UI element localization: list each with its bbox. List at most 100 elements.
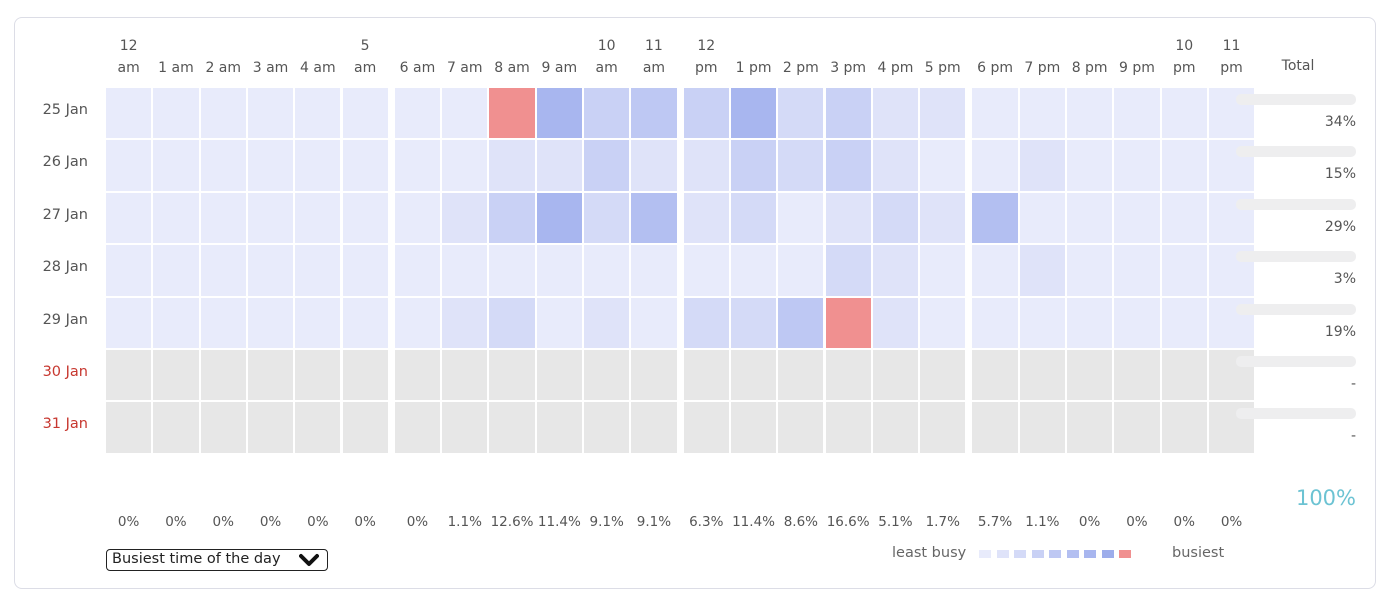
heatmap-cell bbox=[536, 297, 582, 348]
heatmap-cell bbox=[872, 88, 919, 139]
heatmap-cell bbox=[295, 140, 341, 191]
row-total-bar bbox=[1236, 356, 1356, 367]
heatmap-cell bbox=[1114, 88, 1160, 139]
hour-label: 8 am bbox=[494, 60, 530, 76]
hour-total-value: 6.3% bbox=[689, 514, 724, 530]
hour-label: 2 am bbox=[205, 60, 242, 76]
hour-label: 7 am bbox=[446, 60, 483, 76]
hour-label: 6 am bbox=[399, 60, 436, 76]
heatmap-cell bbox=[394, 88, 441, 139]
heatmap-cell bbox=[247, 192, 294, 244]
hour-total-value: 0% bbox=[1220, 514, 1243, 530]
heatmap-cell bbox=[153, 88, 199, 139]
heatmap-cell bbox=[1161, 192, 1207, 244]
heatmap-cell bbox=[153, 245, 199, 296]
row-total-value: 3% bbox=[1333, 271, 1356, 288]
heatmap-cell bbox=[683, 88, 729, 139]
hour-total-value: 0% bbox=[117, 514, 140, 530]
heatmap-cell bbox=[153, 350, 199, 401]
row-total-value: 15% bbox=[1324, 166, 1356, 183]
heatmap-cell bbox=[972, 350, 1018, 401]
heatmap-cell bbox=[778, 350, 824, 401]
heatmap-cell bbox=[920, 350, 966, 401]
hour-total-value: 0% bbox=[259, 514, 282, 530]
hour-label: 10 pm bbox=[1172, 38, 1196, 76]
heatmap-cell bbox=[1114, 140, 1160, 191]
heatmap-cell bbox=[730, 140, 777, 191]
heatmap-cell bbox=[394, 192, 441, 244]
heatmap-cell bbox=[1161, 350, 1207, 401]
heatmap-cell bbox=[200, 192, 246, 244]
heatmap-cell bbox=[394, 297, 441, 348]
heatmap-cell bbox=[106, 297, 152, 348]
hour-label: 12 am bbox=[117, 38, 140, 76]
hour-total-value: 11.4% bbox=[537, 514, 581, 530]
row-total-value: 29% bbox=[1324, 218, 1356, 235]
heatmap-cell bbox=[342, 192, 388, 244]
hour-total-value: 1.1% bbox=[447, 514, 482, 530]
legend-swatch bbox=[1119, 550, 1131, 558]
hour-total-value: 8.6% bbox=[783, 514, 818, 530]
day-label: 30 Jan bbox=[42, 364, 88, 380]
heatmap-cell bbox=[825, 88, 871, 139]
heatmap-cell bbox=[825, 140, 871, 191]
heatmap-cell bbox=[631, 350, 677, 401]
heatmap-cell bbox=[247, 88, 294, 139]
heatmap-cell bbox=[1114, 350, 1160, 401]
heatmap-cell bbox=[972, 140, 1018, 191]
heatmap-cell bbox=[200, 350, 246, 401]
heatmap-cell bbox=[730, 402, 777, 453]
heatmap-cell bbox=[247, 245, 294, 296]
heatmap-cell bbox=[295, 192, 341, 244]
heatmap-cell bbox=[200, 245, 246, 296]
heatmap-cell bbox=[972, 245, 1018, 296]
hour-total-value: 11.4% bbox=[732, 514, 775, 530]
heatmap-cell bbox=[536, 402, 582, 453]
heatmap-cell bbox=[1019, 297, 1065, 348]
heatmap-cell bbox=[584, 297, 630, 348]
heatmap-cell bbox=[536, 140, 582, 191]
heatmap-cell bbox=[200, 140, 246, 191]
hour-total-value: 0% bbox=[1078, 514, 1101, 530]
hour-total-value: 0% bbox=[1126, 514, 1148, 530]
heatmap-cell bbox=[872, 245, 919, 296]
legend-swatch bbox=[996, 550, 1009, 558]
heatmap-cell bbox=[778, 402, 824, 453]
heatmap-cell bbox=[631, 192, 677, 244]
heatmap-cell bbox=[536, 350, 582, 401]
hour-total-value: 12.6% bbox=[490, 514, 534, 530]
heatmap-cell bbox=[972, 297, 1018, 348]
heatmap-cell bbox=[106, 402, 152, 453]
heatmap-cell bbox=[584, 192, 630, 244]
heatmap-cell bbox=[1114, 402, 1160, 453]
row-total-bar bbox=[1236, 251, 1356, 263]
heatmap-cell bbox=[442, 402, 488, 453]
hour-label: 3 pm bbox=[830, 60, 867, 76]
heatmap-cell bbox=[825, 192, 871, 244]
heatmap-cell bbox=[584, 350, 630, 401]
heatmap-cell bbox=[1161, 140, 1207, 191]
heatmap-cell bbox=[920, 297, 966, 348]
hour-label: 1 am bbox=[158, 60, 194, 76]
heatmap-cell bbox=[1114, 192, 1160, 244]
heatmap-cell bbox=[394, 140, 441, 191]
busiest-time-select[interactable]: Busiest time of the day bbox=[106, 549, 328, 571]
heatmap-cell bbox=[1067, 245, 1113, 296]
heatmap-cell bbox=[778, 88, 824, 139]
heatmap-cell bbox=[1067, 192, 1113, 244]
heatmap-cell bbox=[1161, 402, 1207, 453]
day-label: 26 Jan bbox=[42, 154, 88, 171]
heatmap-cell bbox=[683, 192, 729, 244]
heatmap-cell bbox=[295, 297, 341, 348]
heatmap-cell bbox=[683, 297, 729, 348]
hour-label: 6 pm bbox=[977, 60, 1013, 76]
heatmap-cell bbox=[1067, 140, 1113, 191]
heatmap-cell bbox=[442, 88, 488, 139]
heatmap-cell bbox=[489, 402, 535, 453]
hour-label: 2 pm bbox=[782, 60, 819, 76]
legend-least-busy: least busy bbox=[892, 545, 967, 561]
hour-label: 3 am bbox=[252, 60, 289, 76]
hour-label: 12 pm bbox=[694, 38, 718, 76]
heatmap-cell bbox=[631, 140, 677, 191]
heatmap-cell bbox=[295, 350, 341, 401]
